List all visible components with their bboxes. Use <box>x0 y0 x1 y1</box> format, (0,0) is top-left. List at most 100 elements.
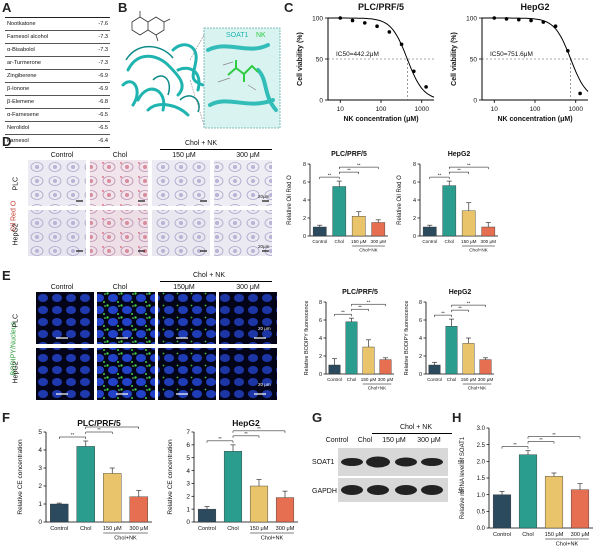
data-point <box>566 49 570 53</box>
category-label: Control <box>50 526 68 532</box>
y-tick-label: 50 <box>470 57 478 64</box>
y-axis-label: Cell viability (%) <box>451 32 458 86</box>
sig-bracket <box>85 431 113 434</box>
y-tick-label: 6 <box>413 180 416 186</box>
ic50-label: IC50=442.2μM <box>336 51 379 58</box>
sig-label: ** <box>367 299 371 304</box>
column-header-150: 150μM <box>173 284 195 291</box>
sig-label: ** <box>341 309 345 314</box>
category-label: Chol <box>227 526 239 532</box>
y-tick-label: 3.0 <box>477 426 486 432</box>
column-header-control: Control <box>50 284 74 291</box>
data-point <box>424 85 428 89</box>
bodipy-bar-hepg2: HepG2 0 2 4 6 8 Relative BODIPY fluorescence Co… <box>404 289 494 391</box>
table-row: Nerolidol -6.5 <box>5 122 110 135</box>
column-header-300: 300 μM <box>417 437 441 444</box>
scale-label: 20 μm <box>258 382 271 387</box>
y-tick-label: 50 <box>316 57 324 64</box>
bar <box>371 222 386 237</box>
scale-label: 20μm <box>258 194 270 199</box>
group-label: Chol+NK <box>468 386 487 391</box>
bar <box>479 359 492 375</box>
category-label: 300 μM <box>276 526 295 532</box>
y-tick-label: 0 <box>186 519 190 526</box>
sig-bracket <box>451 304 486 308</box>
panel-label-g: G <box>312 410 323 425</box>
row-label-hepg2: HepG2 <box>12 223 20 246</box>
y-tick-label: 0 <box>419 372 422 378</box>
y-tick-label: 4 <box>413 198 416 204</box>
bar <box>518 454 538 529</box>
panel-label-f: F <box>2 410 10 425</box>
category-label: Chol <box>445 239 454 244</box>
table-row: Farnesol -6.4 <box>5 135 110 148</box>
data-point <box>412 69 416 74</box>
sig-label: ** <box>467 162 471 167</box>
panel-label-e: E <box>2 268 11 283</box>
row-label-hepg2: HepG2 <box>12 361 20 384</box>
panel-label-h: H <box>452 410 462 425</box>
bar <box>129 496 148 523</box>
y-tick-label: 3 <box>186 481 190 488</box>
sig-label: ** <box>552 432 556 437</box>
chart-title: HepG2 <box>449 289 472 296</box>
sig-label: ** <box>513 442 517 447</box>
y-tick-label: 8 <box>303 162 306 168</box>
x-axis-label: NK concentration (μM) <box>497 116 572 123</box>
sig-bracket <box>501 446 529 449</box>
sig-bracket <box>429 176 450 180</box>
sig-bracket <box>232 435 260 438</box>
protein-label: SOAT1 <box>226 32 249 39</box>
data-point <box>553 24 558 29</box>
sig-bracket <box>527 441 555 444</box>
column-header-control: Control <box>50 152 74 159</box>
y-axis-label: Relative CE concentration <box>167 439 174 515</box>
kda-soat1: 55 <box>458 460 465 466</box>
group-header: Chol + NK <box>184 140 218 147</box>
y-tick-label: 5 <box>38 429 42 436</box>
bar <box>492 494 512 529</box>
sig-label: ** <box>357 162 361 167</box>
viability-chart-plc: PLC/PRF/5 0 50 100 10 100 1000 NK concentration… <box>297 2 435 123</box>
table-row: Zingiberene -6.9 <box>5 70 110 83</box>
ic50-label: IC50=751.6μM <box>490 51 533 58</box>
y-axis-label: Relative Oil Red O <box>397 175 403 225</box>
fit-curve <box>482 17 589 92</box>
sig-bracket <box>59 436 86 439</box>
panel-label-a: A <box>2 0 12 15</box>
row-label-plc: PLC <box>12 176 20 191</box>
row-label-plc: PLC <box>12 313 20 328</box>
bar <box>103 473 122 523</box>
y-tick-label: 2 <box>319 354 322 360</box>
category-label: 300 μM <box>478 377 494 382</box>
sig-label: ** <box>358 304 362 309</box>
category-label: Control <box>493 532 511 538</box>
category-label: 300 μM <box>371 239 387 244</box>
sig-label: ** <box>218 436 222 441</box>
category-label: Control <box>312 239 327 244</box>
y-tick-label: 4 <box>186 468 190 475</box>
y-tick-label: 4 <box>303 198 306 204</box>
sig-bracket <box>339 166 379 170</box>
chart-title: HepG2 <box>232 418 260 428</box>
bar <box>422 226 437 237</box>
bodipy-bar-plc: PLC/PRF/5 0 2 4 6 8 Relative BODIPY fluorescen… <box>304 289 394 391</box>
category-label: 300 μM <box>481 239 497 244</box>
sig-label: ** <box>457 167 461 172</box>
bar <box>50 503 69 523</box>
x-tick-label: 10 <box>337 106 345 113</box>
table-row: Farnesol alcohol -7.3 <box>5 31 110 44</box>
oil-red-o-bar-hepg2: HepG2 0 2 4 6 8 Relative Oil Red O Control Chol 1… <box>397 151 498 253</box>
docking-structure-figure: SOAT1 NK <box>121 11 281 129</box>
sig-label: ** <box>467 300 471 305</box>
category-label: 300 μM <box>129 526 148 532</box>
category-label: 300 μM <box>571 532 590 538</box>
bar <box>275 497 295 523</box>
y-tick-label: 2 <box>38 483 42 490</box>
bar <box>197 508 217 523</box>
panel-label-d: D <box>2 134 12 149</box>
oil-red-o-bar-plc: PLC/PRF/5 0 2 4 6 8 Relative Oil Red O Control C… <box>287 151 388 253</box>
y-axis-label: Relative BODIPY fluorescence <box>304 301 310 376</box>
chart-title: PLC/PRF/5 <box>77 418 121 428</box>
sig-bracket <box>85 426 139 429</box>
